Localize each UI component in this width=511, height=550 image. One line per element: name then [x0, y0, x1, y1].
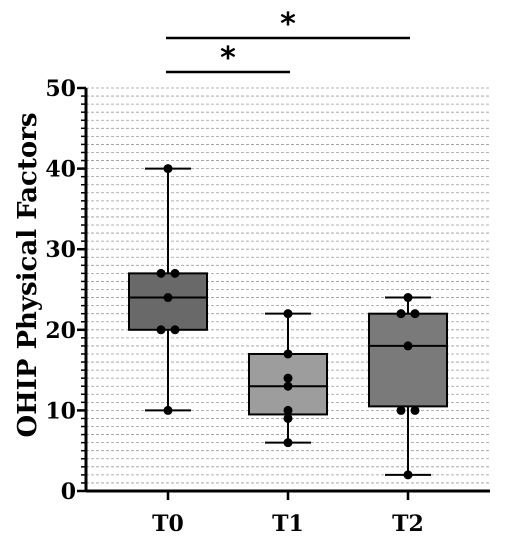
box-t2: [368, 293, 448, 480]
data-point: [163, 405, 173, 415]
data-point: [403, 293, 413, 303]
data-point: [403, 341, 413, 351]
y-tick-label: 50: [45, 76, 76, 102]
iqr-box: [368, 312, 448, 408]
data-point: [170, 325, 180, 335]
data-point: [170, 268, 180, 278]
significance-annotations: **: [166, 7, 410, 76]
data-point: [396, 405, 406, 415]
data-point: [163, 293, 173, 303]
data-point: [403, 470, 413, 480]
x-tick-label: T2: [392, 511, 424, 537]
y-axis-label: OHIP Physical Factors: [13, 112, 43, 437]
axes: 0 10 20 30 40 50 T0 T1 T2: [45, 76, 490, 537]
data-point: [283, 381, 293, 391]
data-point: [410, 405, 420, 415]
significance-star: *: [280, 7, 296, 42]
data-point: [283, 413, 293, 423]
data-point: [283, 438, 293, 448]
data-point: [283, 373, 293, 383]
significance-star: *: [220, 41, 236, 76]
y-tick-label: 10: [45, 398, 76, 424]
data-point: [163, 164, 173, 174]
data-point: [283, 349, 293, 359]
box-series: [128, 164, 448, 480]
data-point: [156, 268, 166, 278]
y-tick-label: 40: [45, 157, 76, 183]
y-tick-label: 20: [45, 318, 76, 344]
box-t0: [128, 164, 208, 415]
data-point: [283, 405, 293, 415]
data-point: [410, 309, 420, 319]
data-point: [283, 309, 293, 319]
data-point: [396, 309, 406, 319]
data-point: [156, 325, 166, 335]
x-tick-label: T1: [272, 511, 304, 537]
box-t1: [248, 309, 328, 448]
x-tick-label: T0: [152, 511, 184, 537]
y-tick-label: 30: [45, 237, 76, 263]
y-tick-label: 0: [61, 479, 76, 505]
